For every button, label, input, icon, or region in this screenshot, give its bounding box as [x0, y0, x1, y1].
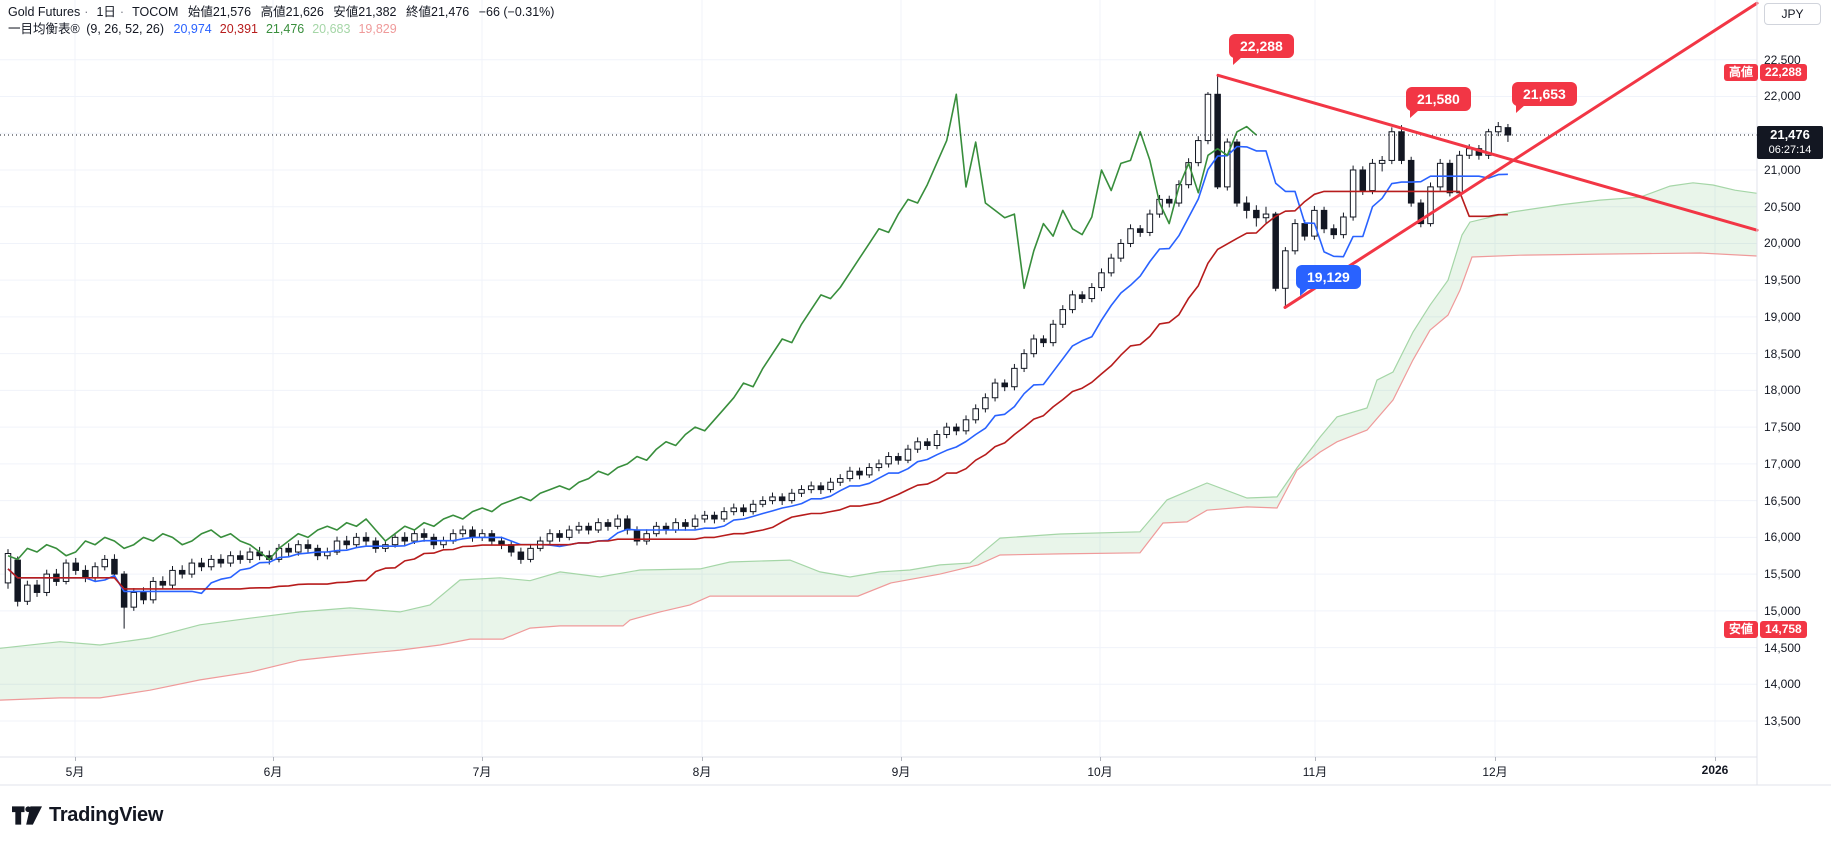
price-axis-label[interactable]: 16,000 [1764, 530, 1801, 545]
tradingview-logo[interactable]: TradingView [12, 804, 163, 827]
ohlc-change: −66 (−0.31%) [478, 5, 555, 19]
time-axis-label[interactable]: 2026 [1701, 763, 1729, 777]
price-axis-label[interactable]: 18,000 [1764, 383, 1801, 398]
price-axis-label[interactable]: 19,500 [1764, 273, 1801, 288]
indicator-value: 20,974 [173, 22, 212, 36]
price-axis-label[interactable]: 21,000 [1764, 162, 1801, 177]
ohlc-high: 高値21,626 [260, 5, 324, 19]
badge-pointer [1516, 105, 1525, 113]
price-callout-badge[interactable]: 21,653 [1512, 82, 1577, 113]
time-axis-label[interactable]: 7月 [472, 765, 492, 779]
symbol-legend-row[interactable]: Gold Futures · 1日 · TOCOM 始値21,576 高値21,626 … [8, 4, 560, 21]
indicator-values: 20,974 20,391 21,476 20,683 19,829 [174, 22, 405, 36]
high-badge-label: 高値 [1724, 64, 1759, 81]
price-callout-badge[interactable]: 22,288 [1229, 34, 1294, 65]
indicator-value: 19,829 [358, 22, 397, 36]
low-axis-badge: 安値 14,758 [1724, 621, 1807, 638]
time-axis-label[interactable]: 12月 [1482, 765, 1508, 779]
legend-separator: · [119, 5, 125, 19]
badge-pointer [1233, 57, 1242, 65]
badge-pointer [1410, 110, 1419, 118]
time-axis-tick [273, 757, 274, 761]
indicator-value: 20,683 [312, 22, 351, 36]
last-price-value: 21,476 [1770, 127, 1810, 142]
legend-separator: · [84, 5, 89, 19]
price-axis-label[interactable]: 15,500 [1764, 567, 1801, 582]
price-axis-label[interactable]: 19,000 [1764, 309, 1801, 324]
time-axis-tick [702, 757, 703, 761]
symbol-name: Gold Futures [8, 5, 81, 19]
time-axis-tick [901, 757, 902, 761]
price-axis-label[interactable]: 22,500 [1764, 52, 1801, 67]
price-axis-label[interactable]: 14,000 [1764, 677, 1801, 692]
time-axis-tick [1315, 757, 1316, 761]
time-axis-tick [482, 757, 483, 761]
low-badge-label: 安値 [1724, 621, 1759, 638]
last-price-badge: 21,476 06:27:14 [1757, 126, 1823, 159]
price-axis-label[interactable]: 20,500 [1764, 199, 1801, 214]
price-axis-label[interactable]: 16,500 [1764, 493, 1801, 508]
symbol-interval: 1日 [96, 5, 116, 19]
price-axis-label[interactable]: 17,000 [1764, 456, 1801, 471]
ohlc-close: 終値21,476 [406, 5, 470, 19]
ohlc-low: 安値21,382 [333, 5, 397, 19]
time-axis-label[interactable]: 8月 [692, 765, 712, 779]
time-axis-label[interactable]: 10月 [1087, 765, 1113, 779]
badge-pointer [1300, 288, 1309, 296]
ohlc-open: 始値21,576 [187, 5, 252, 19]
high-axis-badge: 高値 22,288 [1724, 64, 1807, 81]
price-axis-label[interactable]: 17,500 [1764, 420, 1801, 435]
time-axis-label[interactable]: 11月 [1302, 765, 1328, 779]
indicator-params: (9, 26, 52, 26) [86, 22, 165, 36]
price-axis-label[interactable]: 20,000 [1764, 236, 1801, 251]
symbol-exchange: TOCOM [132, 5, 179, 19]
time-axis-tick [75, 757, 76, 761]
indicator-value: 20,391 [219, 22, 258, 36]
price-callout-badge[interactable]: 19,129 [1296, 265, 1361, 296]
price-axis-label[interactable]: 18,500 [1764, 346, 1801, 361]
legend: Gold Futures · 1日 · TOCOM 始値21,576 高値21,626 … [8, 4, 560, 38]
price-axis-label[interactable]: 13,500 [1764, 714, 1801, 729]
last-price-time: 06:27:14 [1768, 144, 1812, 156]
time-axis-label[interactable]: 6月 [263, 765, 283, 779]
price-axis-label[interactable]: 15,000 [1764, 603, 1801, 618]
tradingview-logo-text: TradingView [49, 804, 164, 826]
currency-button[interactable]: JPY [1764, 3, 1821, 25]
time-axis-tick [1100, 757, 1101, 761]
time-axis-label[interactable]: 9月 [891, 765, 911, 779]
time-axis-tick [1715, 757, 1716, 761]
price-axis-label[interactable]: 14,500 [1764, 640, 1801, 655]
indicator-value: 21,476 [265, 22, 305, 36]
tradingview-logo-icon [12, 806, 42, 825]
high-badge-value: 22,288 [1760, 64, 1807, 81]
low-badge-value: 14,758 [1760, 621, 1807, 638]
price-axis-label[interactable]: 22,000 [1764, 89, 1801, 104]
indicator-name: 一目均衡表® [8, 22, 80, 36]
time-axis-label[interactable]: 5月 [65, 765, 85, 779]
time-axis-tick [1495, 757, 1496, 761]
indicator-legend-row[interactable]: 一目均衡表® (9, 26, 52, 26) 20,974 20,391 21,47… [8, 21, 560, 38]
price-callout-badge[interactable]: 21,580 [1406, 87, 1471, 118]
